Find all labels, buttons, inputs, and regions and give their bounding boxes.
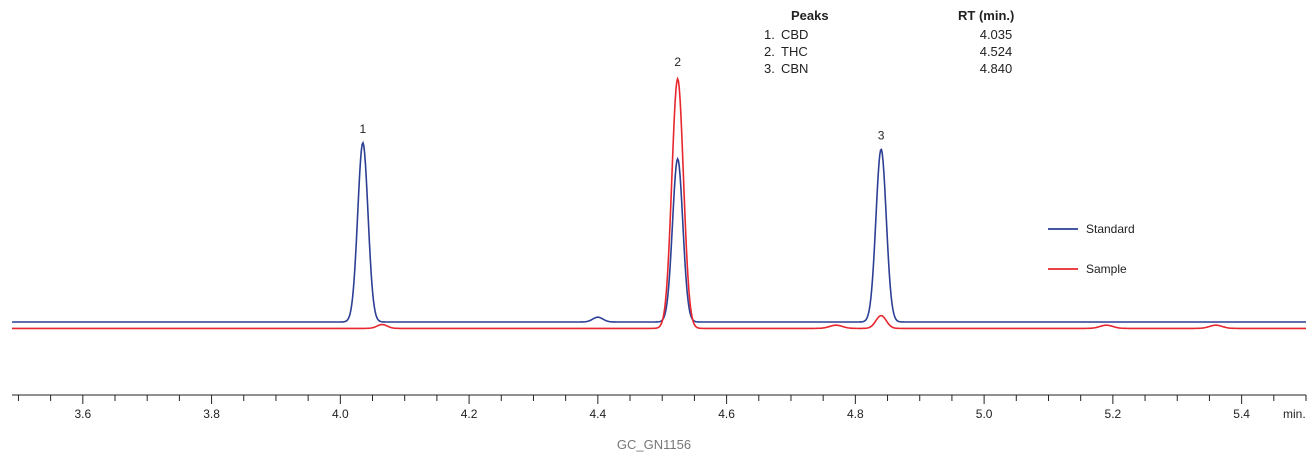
peak-labels: 1 2 3 bbox=[360, 55, 885, 143]
legend-label-sample: Sample bbox=[1086, 262, 1127, 276]
x-tick-label: 5.0 bbox=[976, 407, 993, 421]
x-tick-label: 5.2 bbox=[1105, 407, 1122, 421]
peak-label-2: 2 bbox=[674, 55, 681, 69]
trace-layer bbox=[12, 76, 1306, 330]
peak-table-header-peaks: Peaks bbox=[791, 8, 829, 23]
series-standard-line bbox=[12, 140, 1306, 323]
x-tick-label: 4.4 bbox=[589, 407, 606, 421]
x-tick-label: 4.2 bbox=[461, 407, 478, 421]
peak-table-row-rt: 4.524 bbox=[980, 44, 1013, 59]
x-tick-label: 5.4 bbox=[1233, 407, 1250, 421]
peak-table-row-compound: CBN bbox=[781, 61, 808, 76]
x-axis: 3.6 3.8 4.0 4.2 4.4 4.6 4.8 5.0 5.2 5.4 min. bbox=[12, 394, 1307, 421]
peak-table-row-compound: CBD bbox=[781, 27, 808, 42]
peak-table-row-rt: 4.035 bbox=[980, 27, 1013, 42]
peak-label-3: 3 bbox=[878, 129, 885, 143]
peak-label-1: 1 bbox=[360, 122, 367, 136]
peak-table-row-rt: 4.840 bbox=[980, 61, 1013, 76]
figure-caption: GC_GN1156 bbox=[617, 437, 691, 452]
peak-table-rows: 1. CBD 4.035 2. THC 4.524 3. CBN 4.840 bbox=[764, 27, 1012, 76]
x-tick-label: 4.6 bbox=[718, 407, 735, 421]
peak-table: Peaks RT (min.) 1. CBD 4.035 2. THC 4.524 3. CB… bbox=[764, 8, 1014, 76]
x-tick-label: 3.6 bbox=[74, 407, 91, 421]
legend-label-standard: Standard bbox=[1086, 222, 1135, 236]
x-tick-label: 3.8 bbox=[203, 407, 220, 421]
peak-table-row-number: 2. bbox=[764, 44, 775, 59]
peak-table-row-number: 3. bbox=[764, 61, 775, 76]
series-sample-line bbox=[12, 76, 1306, 330]
peak-table-header-rt: RT (min.) bbox=[958, 8, 1014, 23]
x-tick-label: 4.8 bbox=[847, 407, 864, 421]
legend: Standard Sample bbox=[1048, 222, 1135, 276]
peak-table-row-compound: THC bbox=[781, 44, 808, 59]
x-tick-label: 4.0 bbox=[332, 407, 349, 421]
x-axis-unit-label: min. bbox=[1283, 407, 1306, 421]
peak-table-row-number: 1. bbox=[764, 27, 775, 42]
x-axis-ticks: 3.6 3.8 4.0 4.2 4.4 4.6 4.8 5.0 5.2 5.4 bbox=[17, 395, 1307, 421]
